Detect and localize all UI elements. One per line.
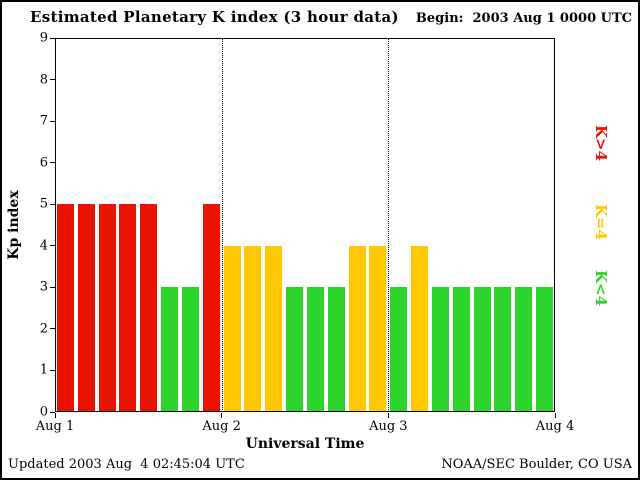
day-separator [388, 38, 390, 412]
kp-bar [286, 287, 304, 412]
kp-bar [369, 245, 387, 412]
x-axis-title: Universal Time [245, 436, 365, 452]
kp-bar [327, 287, 345, 412]
updated-timestamp: Updated 2003 Aug 4 02:45:04 UTC [8, 457, 245, 472]
kp-bar [390, 287, 408, 412]
kp-bar [411, 245, 429, 412]
y-axis-title: Kp index [6, 190, 22, 260]
plot-area [55, 38, 555, 412]
chart-title: Estimated Planetary K index (3 hour data… [30, 8, 399, 26]
kp-bar [119, 204, 137, 412]
kp-bar [56, 204, 74, 412]
day-separator [221, 38, 223, 412]
kp-bar [452, 287, 470, 412]
kp-bar [140, 204, 158, 412]
kp-bar [536, 287, 554, 412]
kp-bar [77, 204, 95, 412]
kp-bar [348, 245, 366, 412]
kp-bar [515, 287, 533, 412]
kp-bar [181, 287, 199, 412]
kp-bar [98, 204, 116, 412]
begin-label: Begin: 2003 Aug 1 0000 UTC [415, 11, 632, 26]
kp-bar [161, 287, 179, 412]
source-credit: NOAA/SEC Boulder, CO USA [441, 457, 632, 472]
kp-bar [244, 245, 262, 412]
kp-bar [306, 287, 324, 412]
kp-bar [494, 287, 512, 412]
kp-bar [202, 204, 220, 412]
kp-bar [473, 287, 491, 412]
kp-bar [265, 245, 283, 412]
kp-bar [223, 245, 241, 412]
kp-bar [431, 287, 449, 412]
